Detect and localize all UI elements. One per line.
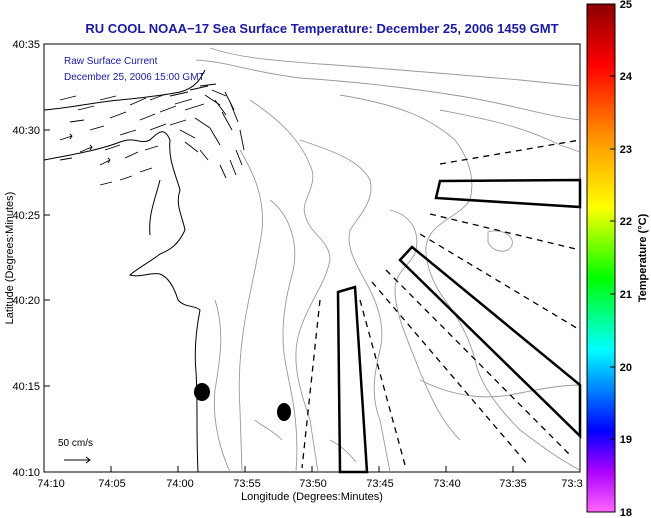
figure-title: RU COOL NOAA−17 Sea Surface Temperature:…	[85, 21, 558, 36]
y-tick-labels: 40:35 40:30 40:25 40:20 40:15 40:10	[12, 39, 40, 479]
legend-line-1: Raw Surface Current	[64, 56, 158, 67]
scale-label: 50 cm/s	[58, 438, 93, 449]
colorbar-tick-label: 21	[620, 289, 632, 301]
x-tick-label: 73:3	[561, 478, 582, 490]
colorbar-title: Temperature (°C)	[637, 213, 649, 302]
colorbar-tick-label: 19	[620, 434, 632, 446]
x-tick-label: 74:10	[37, 478, 65, 490]
colorbar-tick-label: 25	[620, 0, 632, 11]
transect-lines	[301, 139, 581, 469]
current-vectors	[59, 83, 245, 186]
colorbar-gradient	[586, 3, 616, 513]
y-tick-label: 40:15	[12, 381, 40, 393]
x-tick-label: 73:35	[499, 478, 527, 490]
x-tick-label: 73:55	[233, 478, 261, 490]
colorbar-tick-label: 18	[620, 507, 632, 518]
axis-ticks	[43, 43, 581, 473]
y-tick-label: 40:30	[12, 125, 40, 137]
y-axis-title: Latitude (Degrees:Minutes)	[4, 192, 16, 325]
x-tick-label: 73:40	[433, 478, 461, 490]
x-tick-label: 74:05	[98, 478, 126, 490]
map-frame	[43, 43, 581, 473]
colorbar-tick-label: 20	[620, 362, 632, 374]
x-axis-title: Longitude (Degrees:Minutes)	[241, 491, 383, 503]
scale-arrow	[64, 456, 91, 464]
y-tick-label: 40:35	[12, 39, 40, 51]
station-marker-1	[194, 383, 210, 401]
x-tick-label: 73:45	[366, 478, 394, 490]
colorbar-tick-label: 24	[620, 71, 633, 83]
y-tick-label: 40:10	[12, 467, 40, 479]
map-panel: Raw Surface Current December 25, 2006 15…	[43, 43, 582, 474]
colorbar: 25 24 23 22 21 20 19 18 Temperature (°C)	[586, 0, 649, 518]
x-tick-label: 73:50	[299, 478, 327, 490]
y-tick-label: 40:25	[12, 210, 40, 222]
coastline	[43, 69, 206, 473]
track-boxes	[336, 178, 582, 474]
x-tick-labels: 74:10 74:05 74:00 73:55 73:50 73:45 73:4…	[37, 478, 582, 490]
colorbar-tick-label: 23	[620, 144, 632, 156]
legend-line-2: December 25, 2006 15:00 GMT	[64, 72, 205, 83]
x-tick-label: 74:00	[166, 478, 194, 490]
colorbar-tick-label: 22	[620, 216, 632, 228]
station-marker-2	[277, 403, 291, 421]
y-tick-label: 40:20	[12, 295, 40, 307]
